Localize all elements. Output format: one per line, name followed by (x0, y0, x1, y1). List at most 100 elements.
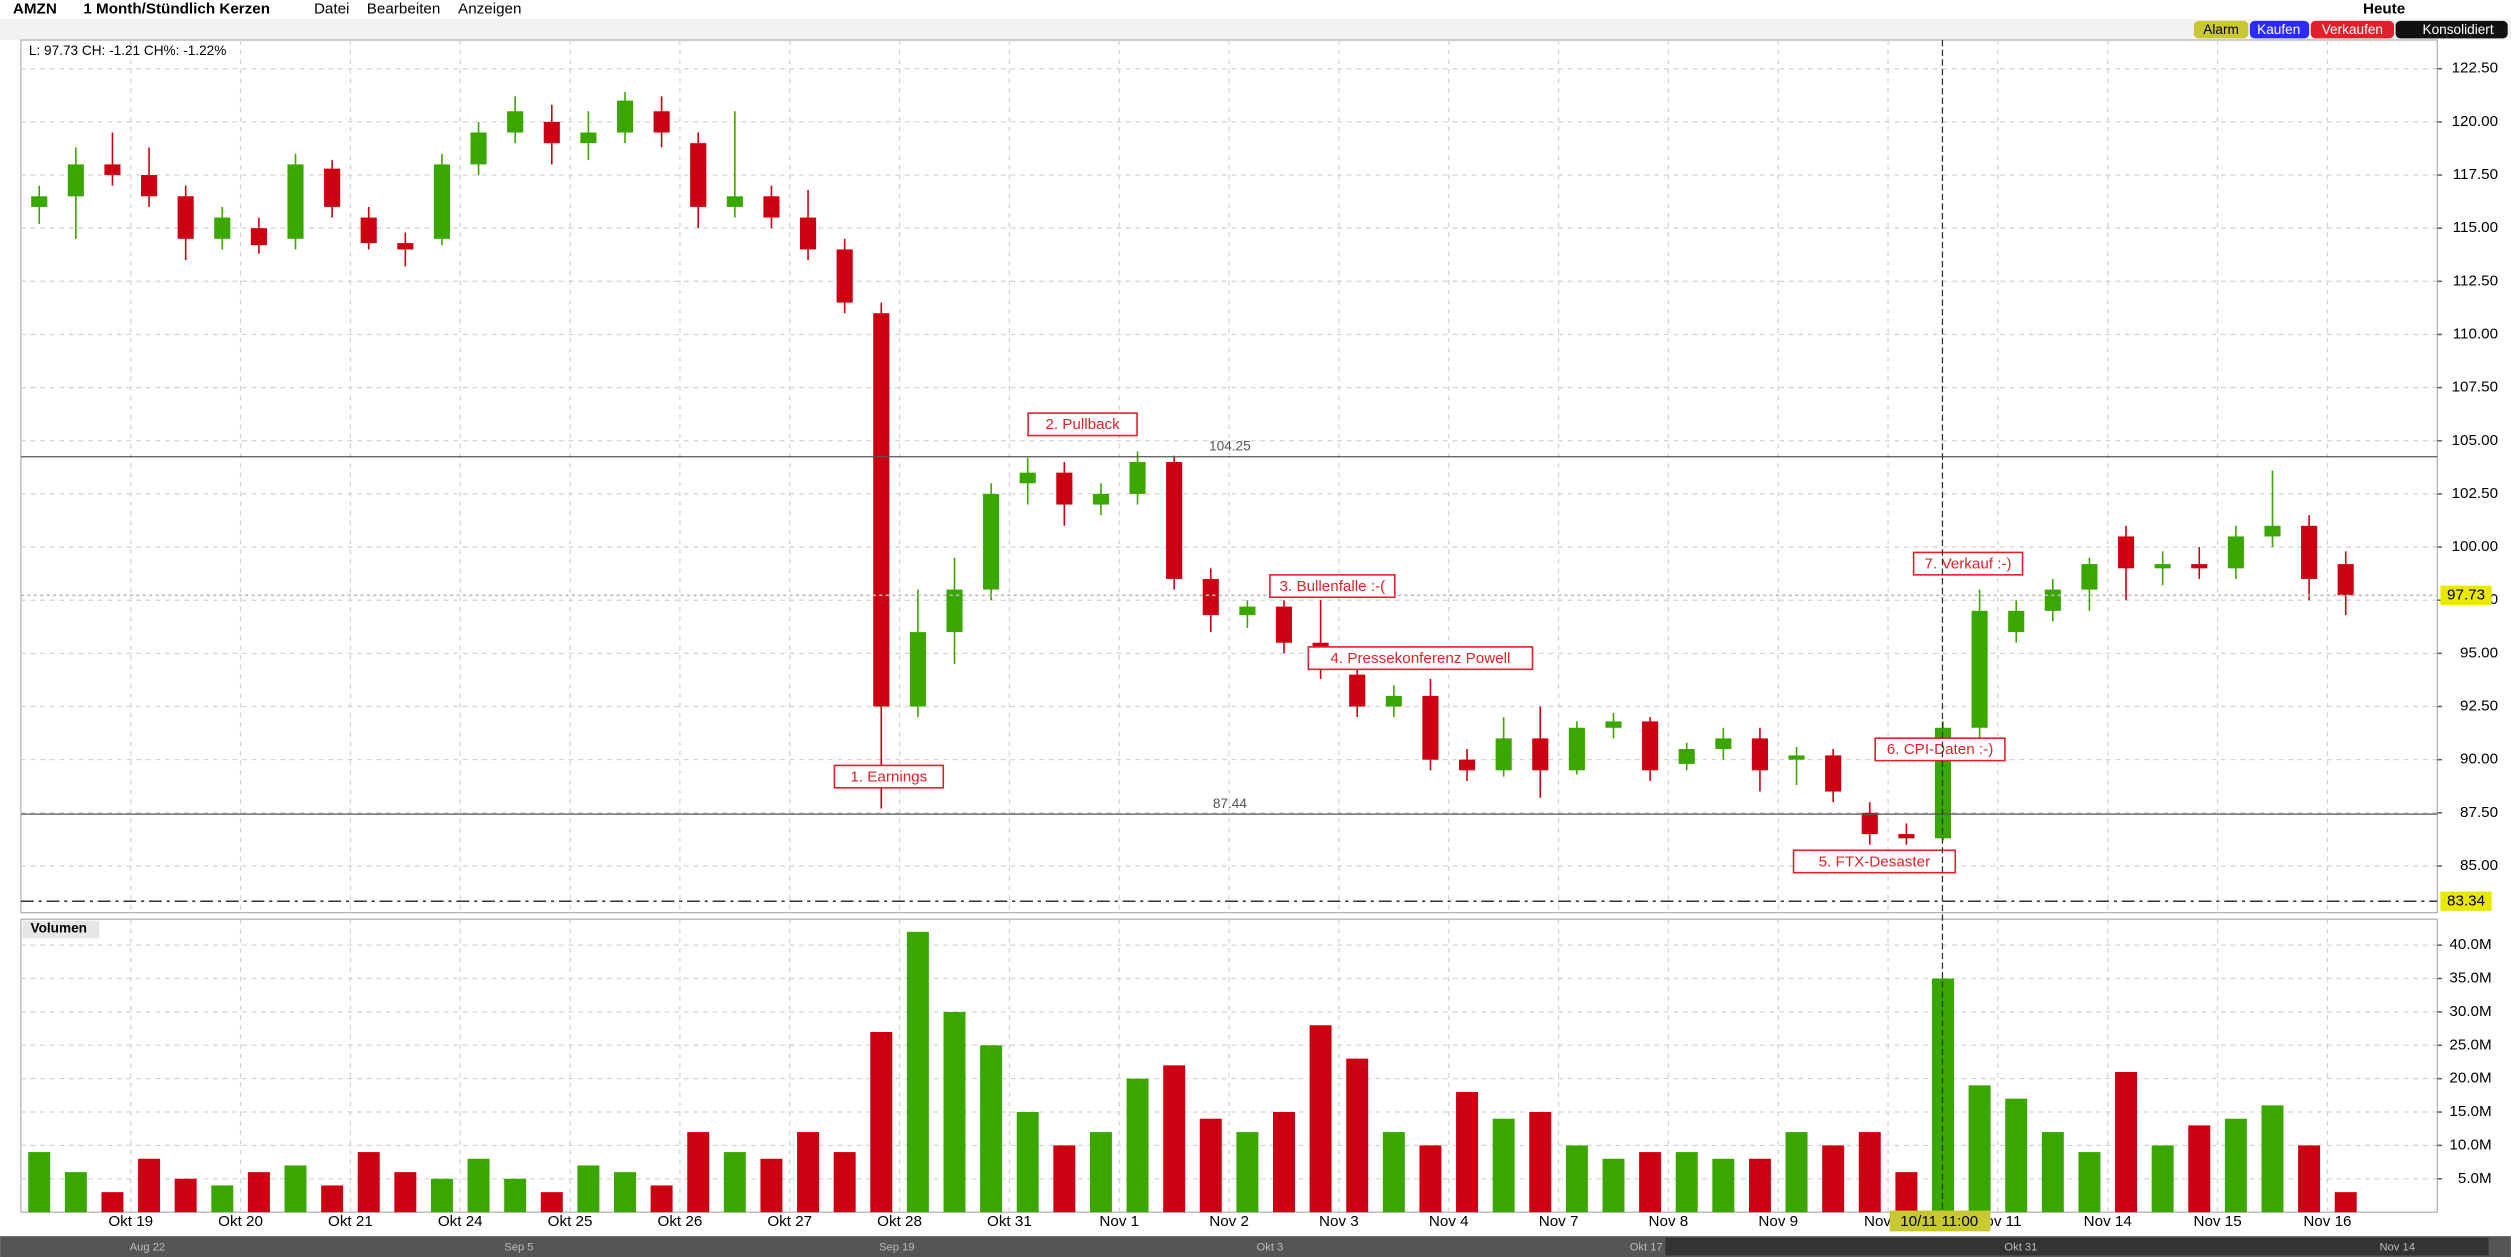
annotation-text: 6. CPI-Daten :-) (1887, 741, 1993, 758)
annotation-text: 2. Pullback (1045, 416, 1120, 433)
volume-bar (577, 1165, 600, 1213)
candle-body (1239, 606, 1256, 616)
volume-bar (1089, 1132, 1112, 1213)
volume-bar (1748, 1158, 1771, 1213)
volume-bar (1419, 1145, 1442, 1213)
y-tick-label: 90.00 (2460, 751, 2498, 768)
volume-bar (1273, 1112, 1295, 1213)
candle-body (1678, 749, 1695, 764)
candle-body (360, 217, 377, 244)
candle-body (690, 143, 707, 207)
y-tick-label: 107.50 (2452, 379, 2499, 396)
y-tick-label: 40.0M (2449, 936, 2491, 953)
volume-bar (321, 1185, 344, 1213)
menu-item[interactable]: Anzeigen (458, 1, 521, 18)
volume-bar (2261, 1105, 2284, 1213)
annotation-text: 3. Bullenfalle :-( (1280, 578, 1386, 595)
cursor-label-box (1889, 1210, 1991, 1232)
y-tick-label: 105.00 (2452, 432, 2499, 449)
candle-body (1275, 606, 1293, 643)
x-tick-label: Okt 19 (108, 1213, 153, 1230)
volume-bar (1895, 1172, 1918, 1213)
candle-body (1092, 493, 1109, 505)
x-tick-label: Okt 26 (658, 1213, 703, 1230)
volume-bar (906, 931, 929, 1213)
volume-bar (1199, 1118, 1222, 1213)
sell-label[interactable]: Verkaufen (2322, 22, 2383, 37)
candle-body (543, 121, 560, 144)
candle-body (1349, 674, 1366, 707)
volume-bar (723, 1152, 746, 1213)
volume-bar (101, 1192, 124, 1213)
candle-body (1532, 738, 1549, 771)
x-tick-label: Okt 20 (218, 1213, 263, 1230)
x-tick-label: Nov 4 (1429, 1213, 1469, 1230)
candle-body (1495, 738, 1512, 771)
scroller-label: Okt 3 (1257, 1241, 1284, 1253)
candle-body (1751, 738, 1768, 771)
volume-bar (2005, 1098, 2028, 1213)
consolidated-button[interactable] (2395, 20, 2508, 39)
volume-bar (211, 1185, 234, 1213)
candle-body (324, 168, 341, 207)
x-tick-label: Nov 2 (1209, 1213, 1249, 1230)
candle-body (1605, 721, 1622, 728)
alarm-label[interactable]: Alarm (2203, 22, 2239, 37)
y-tick-label: 92.50 (2460, 698, 2498, 715)
candle-body (67, 164, 84, 197)
annotation-text: 4. Pressekonferenz Powell (1330, 650, 1510, 667)
candle-body (104, 164, 121, 176)
sell-button[interactable] (2310, 20, 2395, 39)
volume-bar (1126, 1078, 1149, 1213)
annotation-box (1027, 412, 1138, 437)
menu-item[interactable]: Datei (314, 1, 350, 18)
alarm-button[interactable] (2193, 20, 2249, 39)
y-tick-label: 112.50 (2453, 272, 2498, 289)
candle-body (31, 196, 48, 207)
annotation-box (1307, 646, 1534, 671)
candle-body (2044, 589, 2061, 611)
y-tick-label: 122.50 (2452, 60, 2499, 77)
x-tick-label: Nov 14 (2084, 1213, 2133, 1230)
candle-body (287, 164, 304, 239)
annotation-box (1269, 574, 1396, 599)
cursor-label: 10/11 11:00 (1900, 1213, 1978, 1230)
buy-label[interactable]: Kaufen (2257, 22, 2300, 37)
volume-bar (284, 1165, 307, 1213)
candle-body (2264, 525, 2281, 537)
volume-bar (138, 1158, 161, 1213)
period-select[interactable]: 1 Month/Stündlich Kerzen (83, 1, 270, 18)
scroller-label: Nov 14 (2379, 1241, 2414, 1253)
scroller-thumb[interactable] (1665, 1237, 2489, 1256)
annotation-text: 7. Verkauf :-) (1925, 555, 2012, 572)
buy-button[interactable] (2249, 20, 2310, 39)
volume-title: Volumen (31, 920, 87, 935)
volume-bar (760, 1158, 783, 1213)
candle-body (1971, 610, 1988, 728)
volume-bar (687, 1132, 710, 1213)
symbol[interactable]: AMZN (13, 1, 57, 18)
candle-body (433, 164, 450, 239)
candle-body (1129, 462, 1146, 494)
candle-body (799, 217, 817, 250)
volume-bar (357, 1152, 380, 1213)
volume-bar (1968, 1085, 1991, 1213)
candle-body (1202, 578, 1219, 616)
stop-price-box (2440, 891, 2492, 911)
candle-body (2191, 564, 2208, 569)
volume-bar (833, 1152, 856, 1213)
candle-body (726, 196, 743, 207)
candle-body (177, 196, 194, 239)
candle-body (1642, 721, 1659, 771)
candle-body (983, 493, 1000, 590)
volume-bar (1858, 1132, 1881, 1213)
today-select[interactable]: Heute (2363, 1, 2405, 18)
volume-bar (1785, 1132, 1808, 1213)
menu-item[interactable]: Bearbeiten (367, 1, 441, 18)
consolidated-label[interactable]: Konsolidiert (2422, 22, 2493, 37)
volume-bar (1346, 1058, 1369, 1213)
y-tick-label: 110.00 (2453, 325, 2498, 342)
volume-bar (2334, 1192, 2357, 1213)
volume-bar (943, 1011, 966, 1213)
x-tick-label: Nov 15 (2193, 1213, 2241, 1230)
